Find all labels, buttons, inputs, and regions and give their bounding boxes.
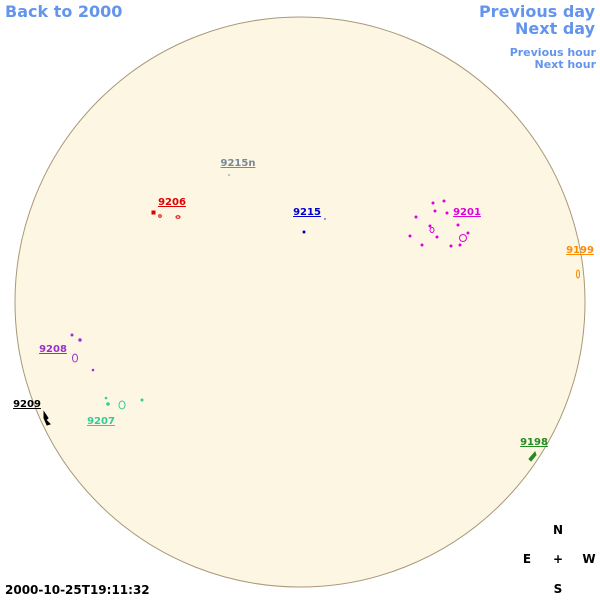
region-label[interactable]: 9215n [221, 158, 256, 169]
region-labels: 9215n 9206 9215 9201 9199 9208 9209 9207 9198 [13, 158, 594, 448]
previous-day-link[interactable]: Previous day [479, 2, 596, 21]
compass-east: E [523, 552, 531, 566]
region-label[interactable]: 9206 [158, 197, 186, 208]
compass-south: S [554, 582, 563, 596]
previous-hour-link[interactable]: Previous hour [510, 46, 597, 59]
next-hour-link[interactable]: Next hour [535, 58, 597, 71]
compass-center: + [553, 552, 563, 566]
spot [228, 174, 230, 176]
spot-group [70, 333, 95, 372]
spot [43, 410, 51, 426]
region-label[interactable]: 9208 [39, 344, 67, 355]
region-label[interactable]: 9215 [293, 207, 321, 218]
back-link[interactable]: Back to 2000 [5, 2, 122, 21]
region-label[interactable]: 9209 [13, 399, 41, 410]
spot-group [302, 218, 326, 234]
spot-group [104, 396, 144, 410]
timestamp: 2000-10-25T19:11:32 [5, 583, 150, 597]
spot [576, 269, 580, 279]
region-label[interactable]: 9199 [566, 245, 594, 256]
region-label[interactable]: 9207 [87, 416, 115, 427]
solar-disk [14, 16, 586, 588]
spot-group [408, 199, 470, 248]
spot [528, 451, 537, 462]
next-day-link[interactable]: Next day [515, 19, 596, 38]
sunspots [43, 174, 580, 462]
compass-west: W [582, 552, 595, 566]
spot-group [151, 210, 181, 219]
region-label[interactable]: 9201 [453, 207, 481, 218]
region-label[interactable]: 9198 [520, 437, 548, 448]
compass-north: N [553, 523, 563, 537]
